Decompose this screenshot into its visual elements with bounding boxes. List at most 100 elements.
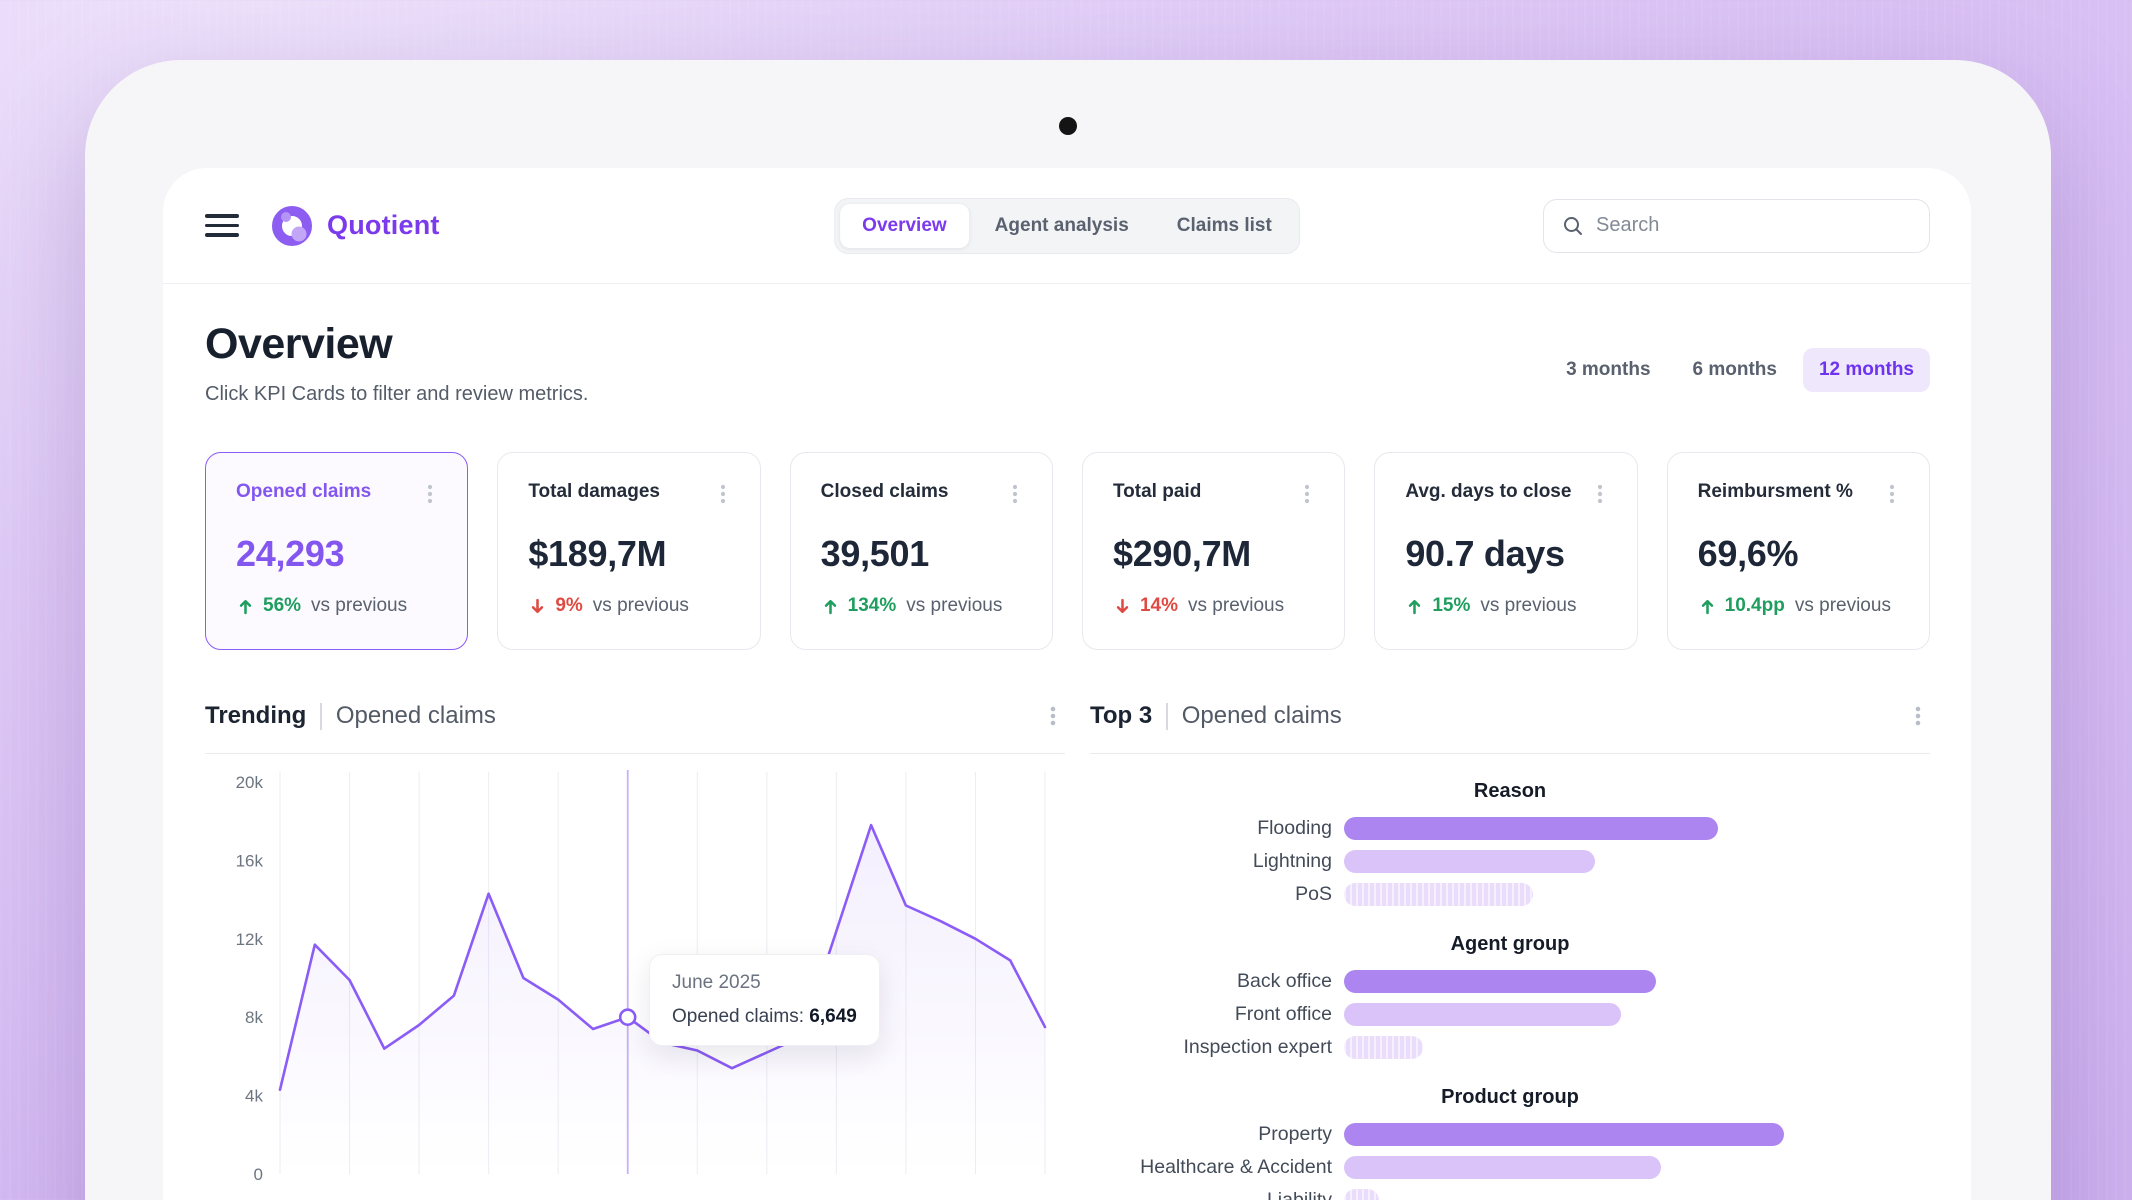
time-filter-3-months[interactable]: 3 months xyxy=(1550,348,1666,392)
kpi-delta-suffix: vs previous xyxy=(1794,595,1891,616)
kebab-menu-icon[interactable] xyxy=(1041,702,1065,730)
trending-line-chart: 0 4k 8k 12k 16k 20k June 2025 Opened claims: … xyxy=(205,754,1065,1189)
kpi-delta: 15% vs previous xyxy=(1405,595,1610,617)
trend-down-icon xyxy=(528,597,547,616)
trend-up-icon xyxy=(1405,597,1424,616)
trend-up-icon xyxy=(1698,597,1717,616)
tab-overview[interactable]: Overview xyxy=(840,203,969,248)
kebab-menu-icon[interactable] xyxy=(1004,481,1026,507)
kebab-menu-icon[interactable] xyxy=(1881,481,1903,507)
trend-down-icon xyxy=(1113,597,1132,616)
kpi-card-reimbursment[interactable]: Reimbursment % 69,6% 10.4pp vs previous xyxy=(1666,452,1930,650)
kpi-delta-value: 9% xyxy=(555,595,583,616)
kpi-delta: 56% vs previous xyxy=(236,595,441,617)
tab-claims-list[interactable]: Claims list xyxy=(1155,204,1294,248)
svg-text:0: 0 xyxy=(254,1165,263,1184)
kpi-value: $189,7M xyxy=(528,533,667,574)
hamburger-menu-icon[interactable] xyxy=(205,214,239,237)
bar-track xyxy=(1344,850,1784,873)
title-separator xyxy=(1166,702,1168,730)
bar-track xyxy=(1344,1156,1784,1179)
kpi-delta-value: 134% xyxy=(847,595,897,616)
app-header: Quotient Overview Agent analysis Claims li… xyxy=(163,168,1971,284)
page-head: Overview Click KPI Cards to filter and r… xyxy=(205,320,1930,406)
kebab-menu-icon[interactable] xyxy=(1906,702,1930,730)
charts-row: Trending Opened claims 0 4k 8k 12k 16k 20k Ju… xyxy=(205,702,1930,1200)
kpi-card-avg-days-to-close[interactable]: Avg. days to close 90.7 days 15% vs previou… xyxy=(1374,452,1638,650)
svg-text:8k: 8k xyxy=(245,1008,263,1027)
bar-fill xyxy=(1344,1003,1622,1026)
bar-row-front-office: Front office xyxy=(1090,1003,1930,1026)
trending-subtitle: Opened claims xyxy=(335,702,496,729)
kpi-card-opened-claims[interactable]: Opened claims 24,293 56% vs previous xyxy=(205,452,469,650)
chart-tooltip: June 2025 Opened claims: 6,649 xyxy=(649,954,880,1046)
kpi-card-closed-claims[interactable]: Closed claims 39,501 134% vs previous xyxy=(789,452,1053,650)
search-box[interactable] xyxy=(1543,198,1930,253)
top3-panel: Top 3 Opened claims Reason Flooding Lightn… xyxy=(1090,702,1930,1200)
group-title: Agent group xyxy=(1450,933,1570,955)
camera-dot xyxy=(1059,117,1077,135)
bar-label: Property xyxy=(1258,1123,1332,1145)
bar-track xyxy=(1344,1189,1784,1200)
kpi-card-total-damages[interactable]: Total damages $189,7M 9% vs previous xyxy=(497,452,761,650)
bar-row-back-office: Back office xyxy=(1090,970,1930,993)
kpi-delta: 14% vs previous xyxy=(1113,595,1318,617)
kpi-delta-value: 56% xyxy=(263,595,302,616)
top3-group-agent-group: Agent group Back office Front office Inspec… xyxy=(1090,933,1930,1059)
bar-label: Flooding xyxy=(1257,817,1332,839)
time-filter-12-months[interactable]: 12 months xyxy=(1802,348,1930,392)
bar-row-inspection-expert: Inspection expert xyxy=(1090,1036,1930,1059)
top3-subtitle: Opened claims xyxy=(1181,702,1342,729)
svg-text:16k: 16k xyxy=(236,851,264,870)
trend-up-icon xyxy=(821,597,840,616)
kpi-delta-suffix: vs previous xyxy=(592,595,689,616)
kebab-menu-icon[interactable] xyxy=(712,481,734,507)
kpi-title: Total damages xyxy=(528,481,660,502)
kpi-card-total-paid[interactable]: Total paid $290,7M 14% vs previous xyxy=(1081,452,1346,650)
bar-track xyxy=(1344,1003,1784,1026)
kpi-value: 90.7 days xyxy=(1405,533,1565,574)
page-content: Overview Click KPI Cards to filter and r… xyxy=(163,320,1971,1200)
kpi-delta-suffix: vs previous xyxy=(1188,595,1285,616)
tab-agent-analysis[interactable]: Agent analysis xyxy=(973,204,1151,248)
bar-row-property: Property xyxy=(1090,1123,1930,1146)
bar-label: PoS xyxy=(1295,883,1332,905)
bar-fill xyxy=(1344,1123,1784,1146)
brand-logo[interactable]: Quotient xyxy=(269,203,440,249)
kebab-menu-icon[interactable] xyxy=(419,481,441,507)
page-title: Overview xyxy=(205,320,393,368)
kpi-delta-suffix: vs previous xyxy=(311,595,408,616)
bar-fill xyxy=(1344,1036,1424,1059)
bar-track xyxy=(1344,817,1784,840)
kpi-title: Avg. days to close xyxy=(1405,481,1572,502)
trending-panel-header: Trending Opened claims xyxy=(205,702,1065,753)
kpi-title: Total paid xyxy=(1112,481,1202,502)
top3-group-reason: Reason Flooding Lightning PoS xyxy=(1090,780,1930,906)
kpi-title: Closed claims xyxy=(820,481,949,502)
page-subtitle: Click KPI Cards to filter and review met… xyxy=(205,383,589,405)
line-chart-canvas: 0 4k 8k 12k 16k 20k xyxy=(205,754,1065,1189)
kpi-value: 24,293 xyxy=(236,533,345,574)
kpi-title: Reimbursment % xyxy=(1697,481,1853,502)
group-title: Reason xyxy=(1473,780,1547,802)
kpi-delta-value: 15% xyxy=(1432,595,1471,616)
kpi-delta-suffix: vs previous xyxy=(906,595,1003,616)
search-input[interactable] xyxy=(1596,214,1911,237)
bar-track xyxy=(1344,883,1784,906)
bar-label: Liability xyxy=(1266,1189,1332,1200)
kebab-menu-icon[interactable] xyxy=(1296,481,1318,507)
bar-label: Front office xyxy=(1234,1003,1332,1025)
kpi-delta: 134% vs previous xyxy=(821,595,1026,617)
kpi-card-row: Opened claims 24,293 56% vs previous Total d… xyxy=(205,452,1930,650)
bar-row-flooding: Flooding xyxy=(1090,817,1930,840)
bar-label: Inspection expert xyxy=(1183,1036,1332,1058)
kpi-delta-value: 14% xyxy=(1139,595,1179,616)
bar-fill xyxy=(1344,883,1534,906)
brand-name: Quotient xyxy=(327,210,440,240)
kpi-title: Opened claims xyxy=(236,481,372,502)
kebab-menu-icon[interactable] xyxy=(1589,481,1611,507)
time-filter-6-months[interactable]: 6 months xyxy=(1677,348,1793,392)
kpi-delta-value: 10.4pp xyxy=(1724,595,1785,616)
bar-fill xyxy=(1344,1156,1661,1179)
